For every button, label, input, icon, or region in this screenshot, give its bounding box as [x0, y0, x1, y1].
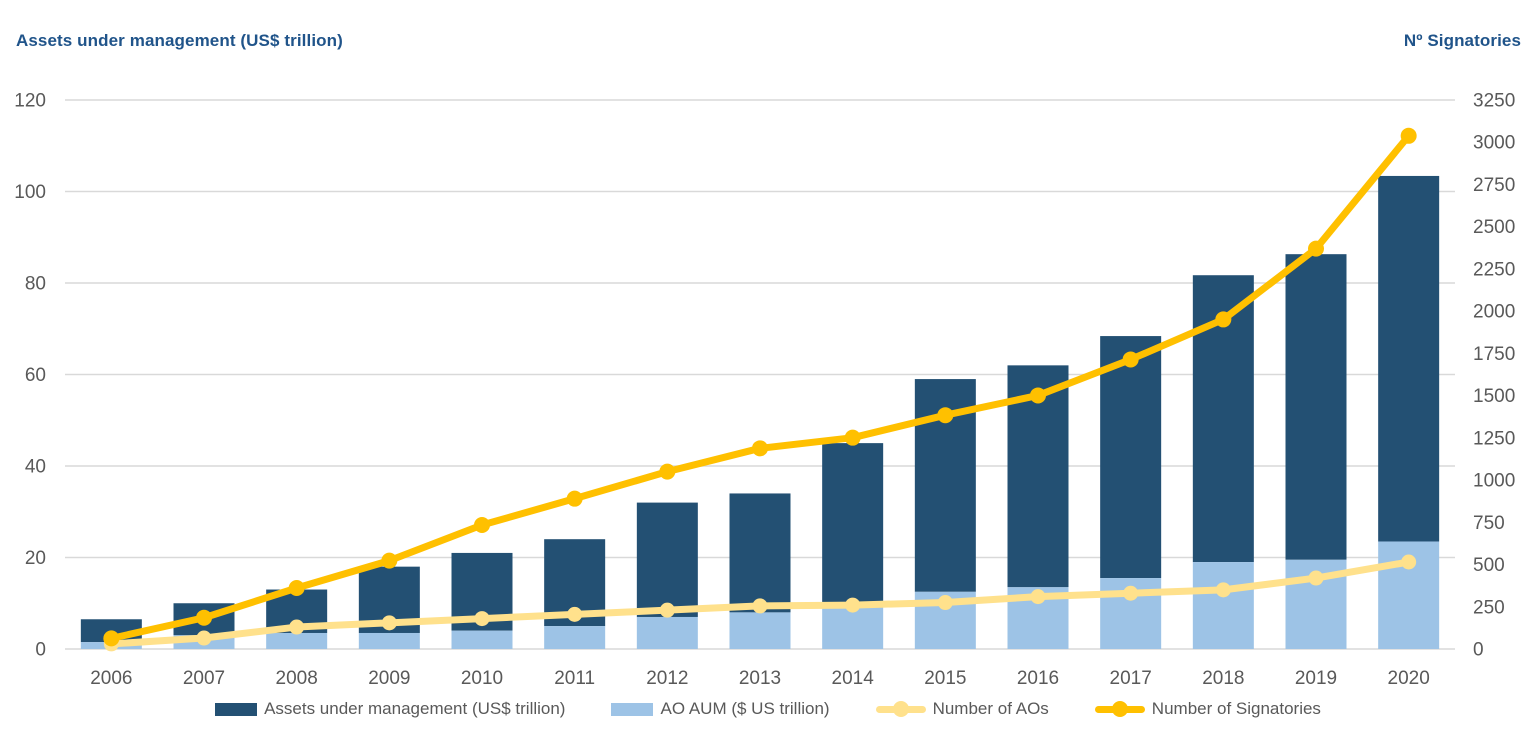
- svg-text:1750: 1750: [1473, 344, 1515, 365]
- legend-item-ao-aum: AO AUM ($ US trillion): [611, 699, 830, 719]
- svg-text:40: 40: [25, 457, 46, 478]
- svg-text:2016: 2016: [1017, 668, 1059, 689]
- left-axis-title: Assets under management (US$ trillion): [16, 31, 343, 50]
- right-axis-title: Nº Signatories: [1403, 31, 1521, 50]
- svg-text:80: 80: [25, 274, 46, 295]
- svg-text:1250: 1250: [1473, 428, 1515, 449]
- svg-text:2018: 2018: [1202, 668, 1244, 689]
- svg-text:0: 0: [1473, 640, 1484, 661]
- combo-chart-plot: 0 20 40 60 80 100 120 0 250 500 750 1000 1250 1500 175…: [14, 91, 1515, 690]
- aum-bar-swatch-icon: [215, 702, 258, 716]
- svg-text:2750: 2750: [1473, 175, 1515, 196]
- svg-text:1000: 1000: [1473, 471, 1515, 492]
- svg-text:2010: 2010: [461, 668, 503, 689]
- svg-text:0: 0: [35, 640, 46, 661]
- svg-text:100: 100: [14, 182, 46, 203]
- svg-text:60: 60: [25, 365, 46, 386]
- svg-text:2500: 2500: [1473, 217, 1515, 238]
- svg-text:2020: 2020: [1388, 668, 1430, 689]
- svg-text:2250: 2250: [1473, 259, 1515, 280]
- legend-label-signatories: Number of Signatories: [1151, 699, 1321, 718]
- svg-text:500: 500: [1473, 555, 1505, 576]
- svg-text:750: 750: [1473, 513, 1505, 534]
- aos-dot-icon: [892, 701, 909, 717]
- svg-text:120: 120: [14, 91, 46, 112]
- svg-text:2006: 2006: [90, 668, 132, 689]
- aos-line-swatch-icon: [875, 701, 926, 718]
- svg-text:2014: 2014: [832, 668, 875, 689]
- legend-item-aos: Number of AOs: [875, 699, 1049, 719]
- legend-label-aos: Number of AOs: [932, 699, 1049, 718]
- svg-text:2019: 2019: [1295, 668, 1337, 689]
- svg-text:2009: 2009: [368, 668, 410, 689]
- svg-text:2017: 2017: [1110, 668, 1152, 689]
- svg-text:2013: 2013: [739, 668, 781, 689]
- svg-text:1500: 1500: [1473, 386, 1515, 407]
- legend-item-aum: Assets under management (US$ trillion): [215, 699, 565, 719]
- signatories-line-swatch-icon: [1094, 701, 1145, 718]
- svg-text:3250: 3250: [1473, 91, 1515, 112]
- legend-item-signatories: Number of Signatories: [1094, 699, 1321, 719]
- svg-text:250: 250: [1473, 597, 1505, 618]
- svg-text:2000: 2000: [1473, 302, 1515, 323]
- ao-aum-bar-swatch-icon: [611, 702, 654, 716]
- svg-text:3000: 3000: [1473, 133, 1515, 154]
- svg-text:2012: 2012: [646, 668, 688, 689]
- svg-text:2008: 2008: [276, 668, 318, 689]
- signatories-dot-icon: [1111, 701, 1128, 717]
- svg-text:2007: 2007: [183, 668, 225, 689]
- legend-label-ao-aum: AO AUM ($ US trillion): [660, 699, 830, 718]
- svg-text:2015: 2015: [924, 668, 966, 689]
- chart-legend: Assets under management (US$ trillion) A…: [0, 699, 1536, 719]
- svg-text:2011: 2011: [554, 668, 595, 689]
- svg-text:20: 20: [25, 548, 46, 569]
- legend-label-aum: Assets under management (US$ trillion): [264, 699, 566, 718]
